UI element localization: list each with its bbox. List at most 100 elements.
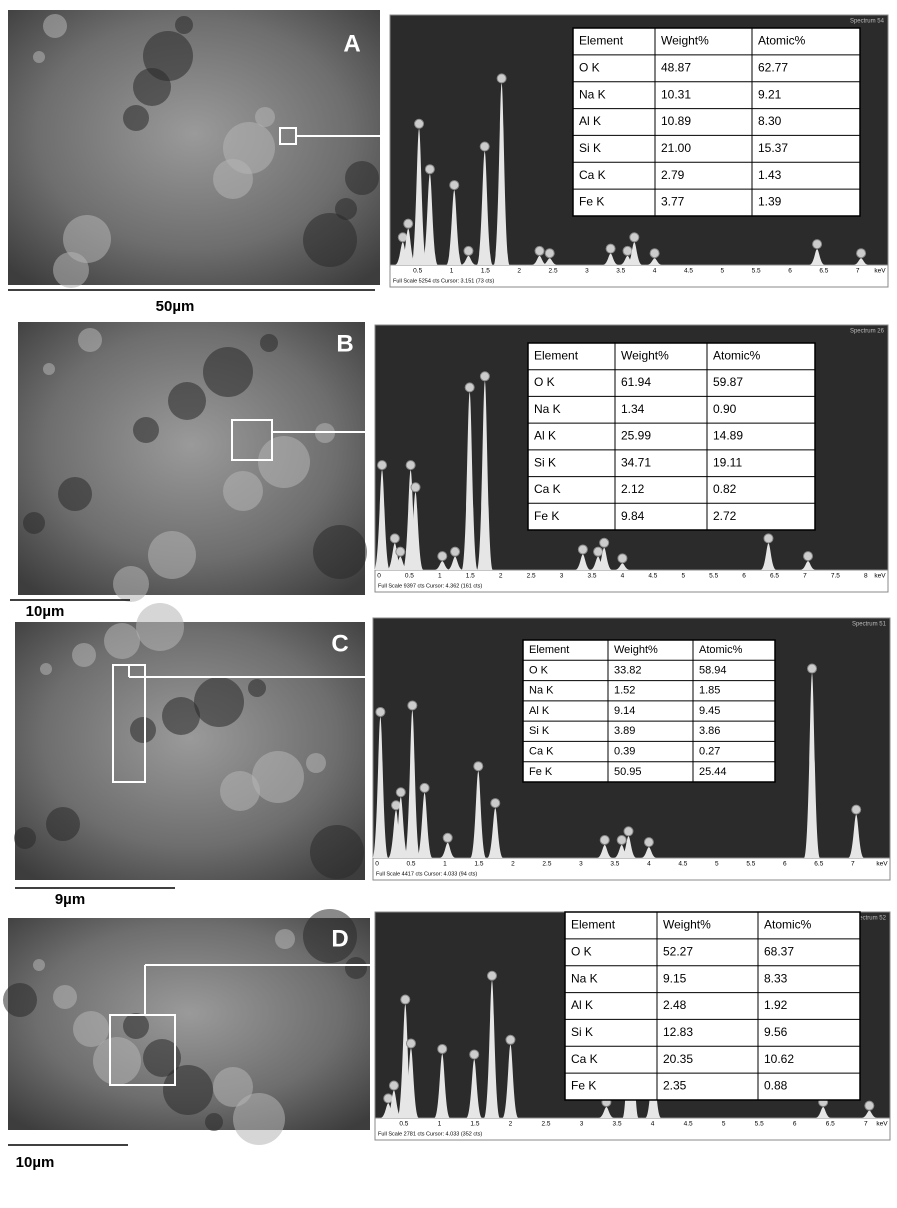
sem-feature — [255, 107, 275, 127]
axis-tick-label: 0 — [375, 861, 379, 868]
table-cell: 0.88 — [764, 1079, 788, 1093]
table-cell: 61.94 — [621, 375, 651, 389]
peak-marker — [419, 782, 430, 793]
sem-feature — [23, 512, 45, 534]
table-cell: 2.79 — [661, 168, 685, 182]
peak-marker — [577, 544, 588, 555]
axis-tick-label: keV — [876, 861, 888, 868]
table-cell: Fe K — [529, 766, 553, 778]
axis-tick-label: 1.5 — [481, 268, 490, 275]
peak-marker — [649, 248, 660, 259]
sem-feature — [335, 198, 357, 220]
peak-marker — [479, 141, 490, 152]
table-cell: 8.30 — [758, 114, 782, 128]
axis-tick-label: keV — [874, 268, 886, 275]
spectrum-peak — [541, 258, 558, 265]
table-header: Element — [571, 918, 616, 932]
axis-tick-label: 2.5 — [549, 268, 558, 275]
table-header: Element — [534, 349, 579, 363]
sem-feature — [63, 215, 111, 263]
table-header: Weight% — [661, 34, 709, 48]
peak-marker — [389, 533, 400, 544]
table-header: Element — [579, 34, 624, 48]
table-header: Element — [529, 644, 569, 656]
table-cell: 62.77 — [758, 60, 788, 74]
sem-feature — [133, 417, 159, 443]
peak-marker — [623, 826, 634, 837]
peak-marker — [803, 551, 814, 562]
sem-feature — [33, 959, 45, 971]
peak-marker — [622, 245, 633, 256]
axis-tick-label: 6 — [788, 268, 792, 275]
spectrum-peak — [596, 547, 613, 570]
spectrum-peak — [626, 242, 643, 265]
sem-feature — [313, 525, 367, 579]
spectrum-peak — [614, 563, 631, 570]
sem-feature — [43, 14, 67, 38]
peak-marker — [856, 248, 867, 259]
sem-feature — [175, 16, 193, 34]
sem-feature — [78, 328, 102, 352]
sem-feature — [162, 697, 200, 735]
axis-tick-label: 7 — [864, 1121, 868, 1128]
table-cell: 1.92 — [764, 998, 788, 1012]
sem-feature — [123, 105, 149, 131]
axis-tick-label: 3.5 — [616, 268, 625, 275]
sem-feature — [220, 771, 260, 811]
axis-tick-label: 6.5 — [814, 861, 823, 868]
table-header: Atomic% — [699, 644, 743, 656]
table-cell: 3.89 — [614, 725, 635, 737]
table-cell: 15.37 — [758, 141, 788, 155]
axis-tick-label: 1.5 — [474, 861, 483, 868]
table-header: Atomic% — [758, 34, 806, 48]
peak-marker — [807, 663, 818, 674]
axis-tick-label: 7 — [856, 268, 860, 275]
peak-marker — [864, 1100, 875, 1111]
sem-feature — [310, 825, 364, 879]
axis-tick-label: 2 — [511, 861, 515, 868]
spectrum-peak — [446, 190, 463, 265]
table-cell: Fe K — [534, 509, 559, 523]
spectrum-peak — [646, 258, 663, 265]
axis-tick-label: 2.5 — [542, 861, 551, 868]
axis-tick-label: 6 — [783, 861, 787, 868]
axis-tick-label: 3 — [580, 1121, 584, 1128]
peak-marker — [395, 546, 406, 557]
axis-tick-label: 3.5 — [587, 573, 596, 580]
axis-tick-label: 4 — [621, 573, 625, 580]
axis-tick-label: 5 — [722, 1121, 726, 1128]
table-cell: 9.56 — [764, 1025, 788, 1039]
peak-marker — [377, 460, 388, 471]
table-cell: 10.89 — [661, 114, 691, 128]
spectrum-peak — [760, 543, 777, 570]
sem-feature — [46, 807, 80, 841]
sem-feature — [303, 213, 357, 267]
table-cell: 19.11 — [713, 455, 742, 469]
peak-marker — [375, 706, 386, 717]
spectrum-peak — [434, 561, 451, 570]
axis-tick-label: 6.5 — [826, 1121, 835, 1128]
sem-feature — [205, 1113, 223, 1131]
table-cell: 2.12 — [621, 482, 645, 496]
table-cell: 58.94 — [699, 664, 727, 676]
peak-marker — [473, 761, 484, 772]
peak-marker — [763, 533, 774, 544]
panel: D 10µm Spectrum 52 0.5 1 1.5 2 2.5 3 3.5 4 4.5 5 5.5 6… — [3, 909, 891, 1171]
table-cell: 0.27 — [699, 745, 720, 757]
peak-marker — [424, 164, 435, 175]
table-cell: Fe K — [571, 1079, 596, 1093]
spectrum-peak — [461, 392, 478, 570]
peak-marker — [405, 1038, 416, 1049]
table-cell: 14.89 — [713, 429, 743, 443]
table-header: Weight% — [663, 918, 711, 932]
table-cell: Ca K — [579, 168, 606, 182]
axis-tick-label: keV — [876, 1121, 888, 1128]
axis-tick-label: 4.5 — [684, 268, 693, 275]
spectrum-peak — [596, 844, 613, 858]
axis-tick-label: 5 — [720, 268, 724, 275]
spectrum-peak — [809, 249, 826, 265]
table-cell: 59.87 — [713, 375, 743, 389]
table-cell: 8.33 — [764, 971, 788, 985]
peak-marker — [395, 787, 406, 798]
